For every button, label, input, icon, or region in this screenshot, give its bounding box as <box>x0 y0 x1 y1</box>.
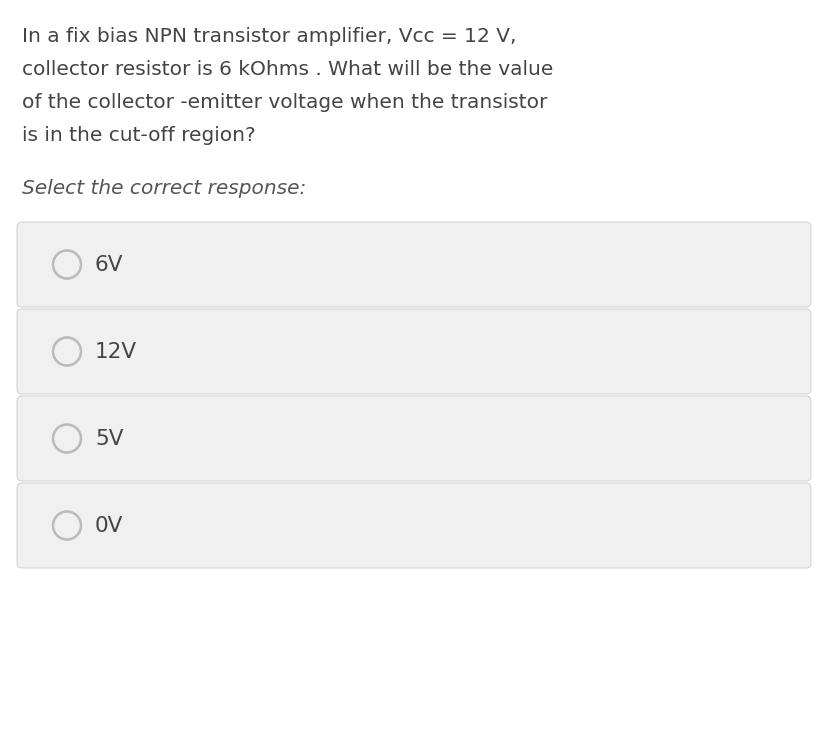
FancyBboxPatch shape <box>17 396 810 481</box>
Text: 5V: 5V <box>95 428 123 449</box>
FancyBboxPatch shape <box>17 483 810 568</box>
Circle shape <box>55 253 79 276</box>
FancyBboxPatch shape <box>17 222 810 307</box>
Text: is in the cut-off region?: is in the cut-off region? <box>22 126 256 145</box>
Text: 12V: 12V <box>95 341 137 362</box>
Text: Select the correct response:: Select the correct response: <box>22 179 306 198</box>
Text: collector resistor is 6 kOhms . What will be the value: collector resistor is 6 kOhms . What wil… <box>22 60 552 79</box>
Text: In a fix bias NPN transistor amplifier, Vcc = 12 V,: In a fix bias NPN transistor amplifier, … <box>22 27 516 46</box>
FancyBboxPatch shape <box>17 309 810 394</box>
Text: 0V: 0V <box>95 515 123 536</box>
Text: 6V: 6V <box>95 254 123 274</box>
Circle shape <box>55 427 79 450</box>
Text: of the collector -emitter voltage when the transistor: of the collector -emitter voltage when t… <box>22 93 547 112</box>
Circle shape <box>55 340 79 363</box>
Circle shape <box>55 514 79 537</box>
